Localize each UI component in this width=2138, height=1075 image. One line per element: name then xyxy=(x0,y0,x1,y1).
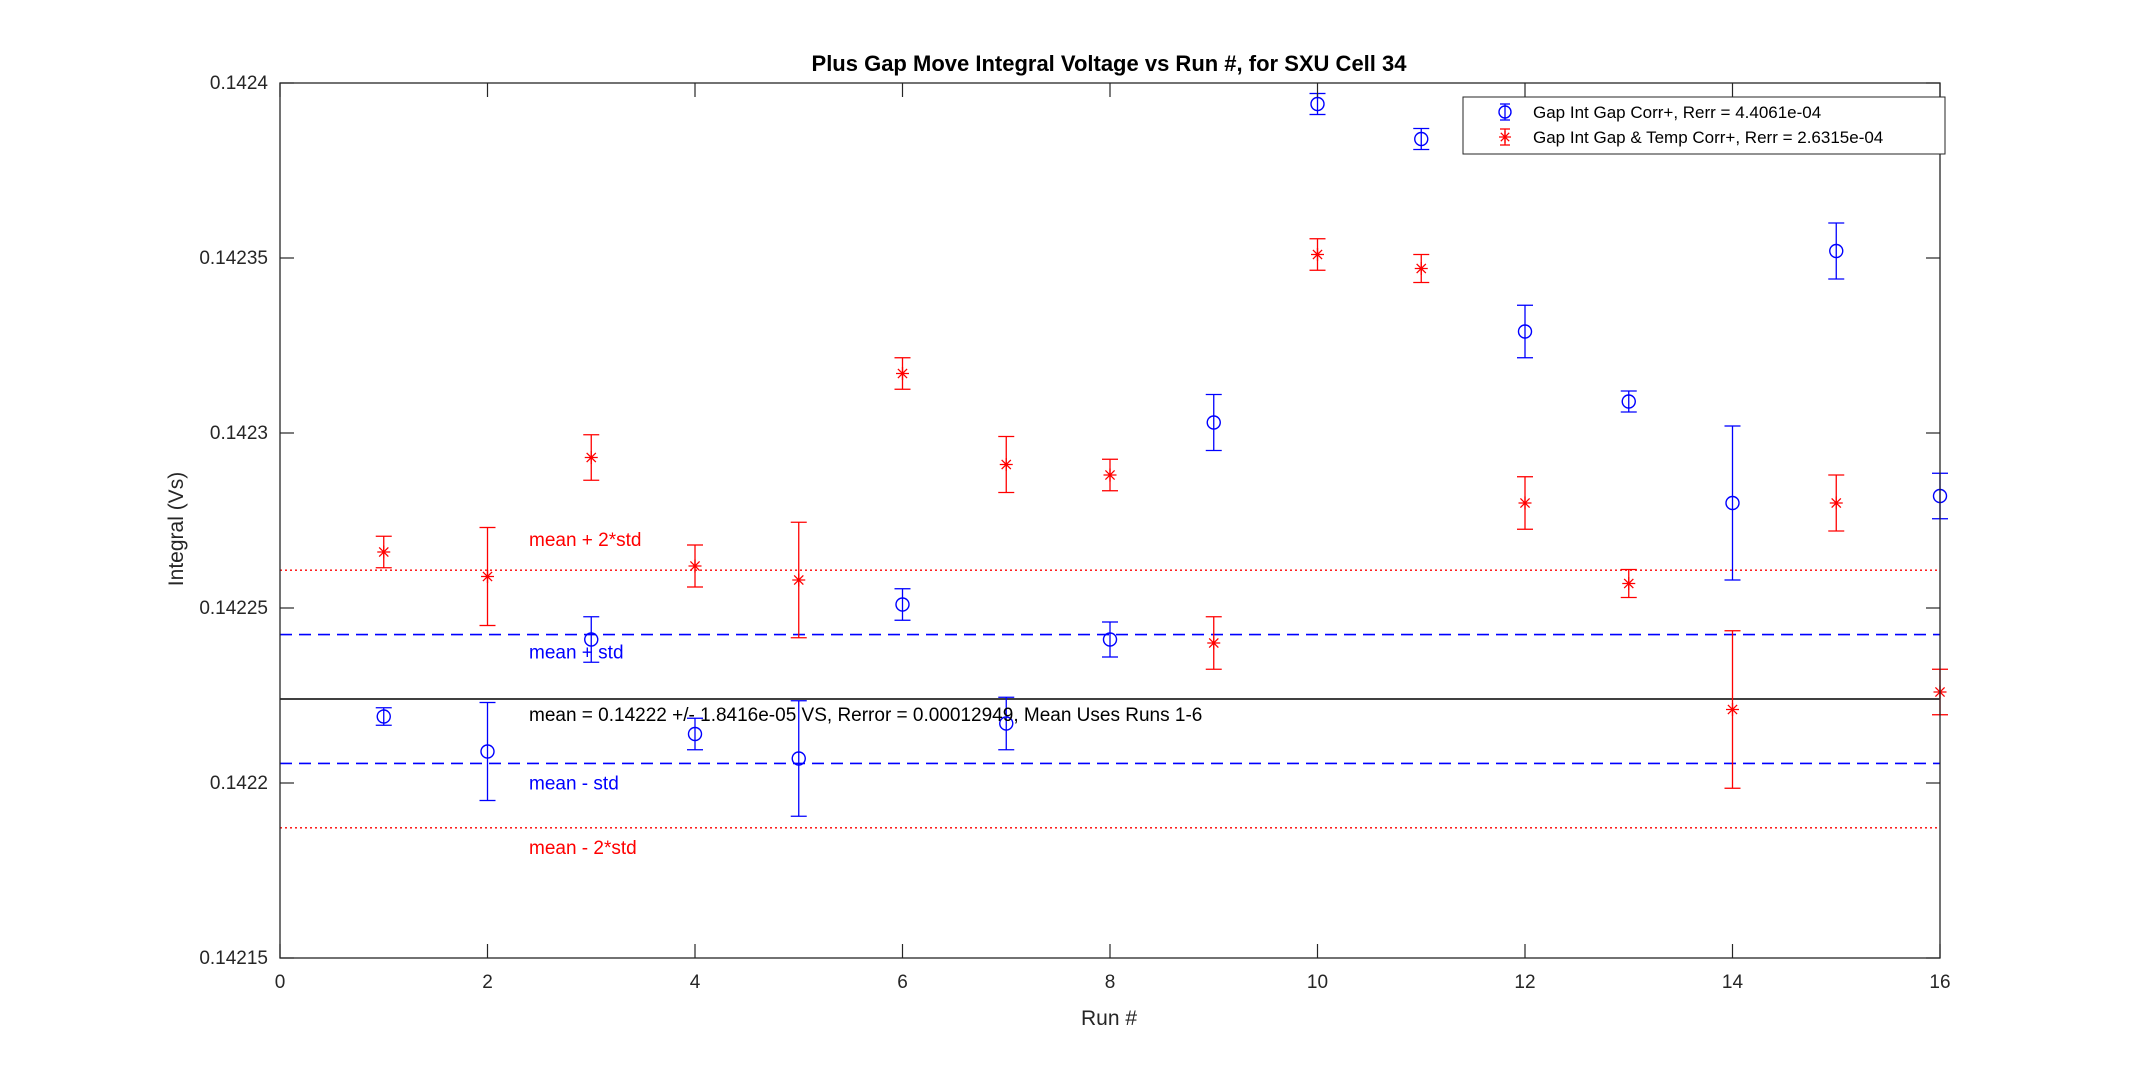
x-tick-label: 0 xyxy=(275,972,286,993)
data-point xyxy=(377,545,391,559)
legend-items: Gap Int Gap Corr+, Rerr = 4.4061e-04 Gap … xyxy=(1498,103,1883,147)
data-point xyxy=(1414,262,1428,275)
x-tick-label: 4 xyxy=(690,972,701,993)
legend-marker xyxy=(1499,131,1511,143)
data-point xyxy=(896,367,909,380)
data-point xyxy=(688,559,702,573)
x-axis-label: Run # xyxy=(1081,1007,1137,1030)
data-point xyxy=(1311,248,1324,261)
data-point xyxy=(687,726,703,742)
data-point xyxy=(376,709,391,724)
chart-title: Plus Gap Move Integral Voltage vs Run #,… xyxy=(812,51,1408,76)
data-point xyxy=(1206,415,1221,430)
legend-box xyxy=(1462,96,1946,155)
x-tick-label: 6 xyxy=(897,972,908,993)
legend-marker xyxy=(1498,105,1512,119)
legend-label: Gap Int Gap Corr+, Rerr = 4.4061e-04 xyxy=(1533,103,1821,122)
axis-ticks: 0 2 4 6 8 10 12 14 16 0.14215 0.1422 0.14225 0.1423 0… xyxy=(199,73,1950,993)
y-axis-label: Integral (Vs) xyxy=(165,472,188,586)
y-tick-label: 0.14225 xyxy=(199,598,268,619)
x-tick-label: 16 xyxy=(1929,972,1950,993)
data-point xyxy=(1622,577,1636,590)
reference-line-label: mean - 2*std xyxy=(529,838,637,859)
reference-line-label: mean - std xyxy=(529,773,619,794)
plot-area xyxy=(280,83,1940,958)
x-tick-label: 2 xyxy=(482,972,493,993)
data-point xyxy=(895,597,910,612)
data-point xyxy=(1207,636,1221,650)
data-point xyxy=(1517,324,1533,339)
series-circle xyxy=(375,92,1948,817)
data-point xyxy=(1103,468,1117,482)
data-point xyxy=(584,451,598,464)
data-point xyxy=(1102,632,1118,647)
data-point xyxy=(584,632,599,647)
data-point xyxy=(1829,496,1843,510)
data-point xyxy=(1414,131,1429,147)
data-point xyxy=(481,570,494,583)
x-tick-label: 8 xyxy=(1105,972,1116,993)
y-tick-label: 0.1424 xyxy=(210,73,269,94)
data-point xyxy=(999,458,1013,471)
data-point xyxy=(1726,703,1739,716)
legend-label: Gap Int Gap & Temp Corr+, Rerr = 2.6315e… xyxy=(1533,128,1883,147)
x-tick-label: 10 xyxy=(1307,972,1328,993)
reference-lines xyxy=(280,569,1940,829)
reference-line-label: mean + 2*std xyxy=(529,530,642,551)
y-tick-label: 0.1423 xyxy=(210,423,268,444)
legend: Gap Int Gap Corr+, Rerr = 4.4061e-04 Gap … xyxy=(1462,96,1946,155)
data-point xyxy=(791,751,806,766)
data-point xyxy=(480,744,495,759)
data-point xyxy=(792,573,806,587)
x-tick-label: 14 xyxy=(1722,972,1744,993)
reference-line-label: mean + std xyxy=(529,643,624,664)
data-point xyxy=(1621,394,1636,409)
y-tick-label: 0.14215 xyxy=(199,948,268,969)
reference-labels: mean = 0.14222 +/- 1.8416e-05 VS, Rerror… xyxy=(529,530,1202,859)
data-point xyxy=(1310,96,1325,112)
y-tick-label: 0.1422 xyxy=(210,773,268,794)
x-tick-label: 12 xyxy=(1514,972,1535,993)
data-point xyxy=(1518,496,1532,510)
data-point xyxy=(1725,495,1740,511)
data-point xyxy=(999,716,1014,731)
y-tick-label: 0.14235 xyxy=(199,248,268,269)
reference-line-label: mean = 0.14222 +/- 1.8416e-05 VS, Rerror… xyxy=(529,705,1202,726)
data-point xyxy=(1829,243,1844,259)
